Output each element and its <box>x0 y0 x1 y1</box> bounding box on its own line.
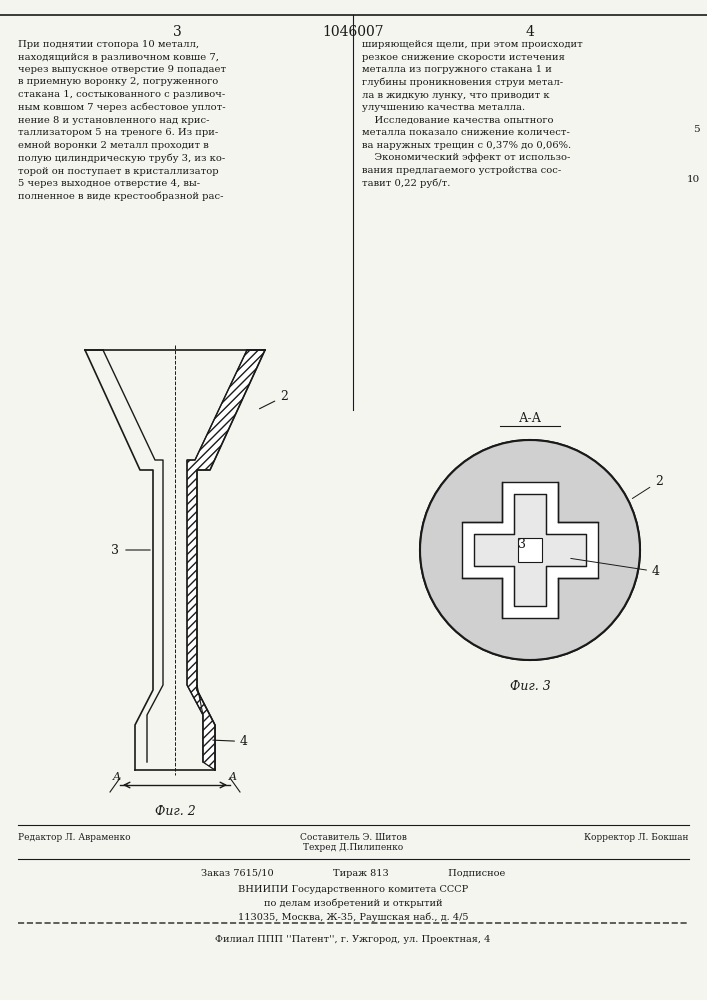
Text: 3: 3 <box>518 538 526 552</box>
Polygon shape <box>462 482 598 618</box>
Text: 4: 4 <box>213 735 248 748</box>
Text: Составитель Э. Шитов
Техред Д.Пилипенко: Составитель Э. Шитов Техред Д.Пилипенко <box>300 833 407 852</box>
Text: Фиг. 2: Фиг. 2 <box>155 805 195 818</box>
Text: ВНИИПИ Государственного комитета СССР: ВНИИПИ Государственного комитета СССР <box>238 885 468 894</box>
Polygon shape <box>474 494 586 606</box>
Circle shape <box>420 440 640 660</box>
Polygon shape <box>187 350 265 770</box>
Text: А-А: А-А <box>518 412 542 424</box>
Text: Заказ 7615/10                   Тираж 813                   Подписное: Заказ 7615/10 Тираж 813 Подписное <box>201 869 505 878</box>
Circle shape <box>420 440 640 660</box>
Text: 113035, Москва, Ж-35, Раушская наб., д. 4/5: 113035, Москва, Ж-35, Раушская наб., д. … <box>238 913 468 922</box>
Text: 2: 2 <box>632 475 663 499</box>
Text: 4: 4 <box>525 25 534 39</box>
Text: 1046007: 1046007 <box>322 25 384 39</box>
Text: При поднятии стопора 10 металл,
находящийся в разливочном ковше 7,
через выпускн: При поднятии стопора 10 металл, находящи… <box>18 40 226 201</box>
Text: по делам изобретений и открытий: по делам изобретений и открытий <box>264 899 443 908</box>
Polygon shape <box>197 685 215 770</box>
Text: A: A <box>229 772 237 782</box>
Text: 4: 4 <box>571 558 660 578</box>
Text: 5: 5 <box>694 125 700 134</box>
Polygon shape <box>518 538 542 562</box>
Text: Корректор Л. Бокшан: Корректор Л. Бокшан <box>585 833 689 842</box>
Text: 3: 3 <box>173 25 182 39</box>
Text: A: A <box>113 772 121 782</box>
Text: Редактор Л. Авраменко: Редактор Л. Авраменко <box>18 833 131 842</box>
Text: ширяющейся щели, при этом происходит
резкое снижение скорости истечения
металла : ширяющейся щели, при этом происходит рез… <box>362 40 583 188</box>
Text: Филиал ППП ''Патент'', г. Ужгород, ул. Проектная, 4: Филиал ППП ''Патент'', г. Ужгород, ул. П… <box>216 935 491 944</box>
Text: 10: 10 <box>686 176 700 184</box>
Text: 2: 2 <box>259 390 288 409</box>
Text: Фиг. 3: Фиг. 3 <box>510 680 550 693</box>
Text: 3: 3 <box>111 544 119 556</box>
